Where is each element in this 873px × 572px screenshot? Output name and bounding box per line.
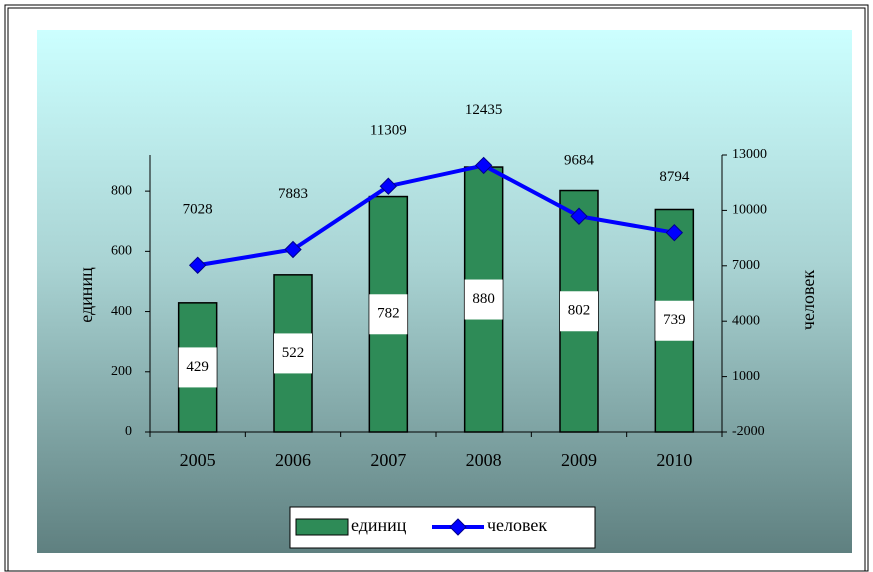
data-label: 880 xyxy=(472,291,495,307)
y-tick-label: 400 xyxy=(111,304,132,319)
y-tick-label: 200 xyxy=(111,364,132,379)
data-label: 7028 xyxy=(183,202,213,218)
y-axis-title: единиц xyxy=(76,267,96,323)
y2-axis-title: человек xyxy=(798,270,818,330)
x-tick-label: 2009 xyxy=(561,450,597,470)
x-tick-label: 2008 xyxy=(466,450,502,470)
marker xyxy=(379,177,398,195)
y-tick-label: 800 xyxy=(111,183,132,198)
marker xyxy=(188,256,207,274)
line xyxy=(197,163,675,268)
data-label-box xyxy=(369,294,408,335)
legend-label: человек xyxy=(487,515,547,535)
data-label: 782 xyxy=(377,306,400,322)
data-label: 522 xyxy=(282,345,305,361)
data-label: 8794 xyxy=(659,169,690,185)
x-tick-label: 2006 xyxy=(275,450,311,470)
data-label-box xyxy=(464,279,503,320)
data-label: 12435 xyxy=(465,102,503,118)
data-label: 429 xyxy=(186,359,209,375)
y2-tick-label: 13000 xyxy=(732,147,767,162)
data-label: 7883 xyxy=(278,186,308,202)
marker xyxy=(570,207,588,225)
x-tick-label: 2005 xyxy=(180,450,216,470)
x-tick-label: 2010 xyxy=(656,450,692,470)
y2-tick-label: 10000 xyxy=(732,203,767,218)
y2-tick-label: 4000 xyxy=(732,313,760,328)
data-label: 739 xyxy=(663,312,686,328)
data-label: 802 xyxy=(568,303,591,319)
marker xyxy=(284,240,302,259)
y2-tick-label: -2000 xyxy=(732,424,765,439)
marker xyxy=(474,156,493,175)
y2-tick-label: 1000 xyxy=(732,369,760,384)
y-tick-label: 0 xyxy=(125,424,132,439)
plot-background xyxy=(37,30,852,553)
legend: единиц человек xyxy=(289,506,596,549)
data-label-box xyxy=(655,300,694,341)
y-tick-label: 600 xyxy=(111,244,132,259)
x-tick-label: 2007 xyxy=(370,450,406,470)
data-label-box xyxy=(560,291,598,332)
marker xyxy=(665,223,684,242)
y2-tick-label: 7000 xyxy=(732,258,760,273)
data-label-box xyxy=(178,347,217,388)
legend-label: единиц xyxy=(351,515,407,535)
data-label-box xyxy=(274,333,312,374)
data-label: 9684 xyxy=(564,153,595,169)
data-label: 11309 xyxy=(370,123,407,139)
frame-inner xyxy=(7,7,866,572)
legend-marker xyxy=(449,518,467,536)
legend-swatch xyxy=(295,518,349,536)
